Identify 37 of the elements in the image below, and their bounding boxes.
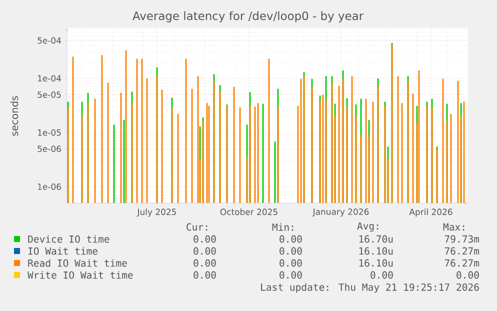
text: 0.00 — [280, 259, 302, 267]
y-tick-label: 5e-06 — [38, 146, 61, 152]
legend-label: Read IO Wait time — [28, 259, 127, 267]
text: 0.00 — [456, 271, 479, 279]
text: 76.27m — [444, 247, 480, 255]
legend-label: Device IO time — [28, 235, 110, 243]
x-tick-label: July 2025 — [136, 208, 176, 217]
text: 0.00 — [194, 235, 216, 243]
text: 0.00 — [194, 259, 216, 267]
y-tick-label: 5e-05 — [38, 91, 61, 98]
chart-title: Average latency for /dev/loop0 - by year — [132, 11, 364, 22]
text: 0.00 — [370, 271, 393, 279]
text: 79.73m — [444, 235, 480, 243]
text: 16.10u — [359, 259, 393, 267]
text: 0.00 — [280, 271, 302, 279]
text: Last update: Thu May 21 19:25:17 2026 — [261, 283, 479, 293]
text: 0.00 — [194, 247, 216, 255]
text: 76.27m — [444, 259, 480, 267]
text: 16.70u — [359, 235, 393, 243]
text: Min: — [272, 223, 294, 231]
text: 0.00 — [280, 247, 302, 255]
y-tick-label: 1e-06 — [38, 184, 61, 190]
x-tick-label: January 2026 — [312, 208, 369, 217]
x-tick-label: October 2025 — [220, 208, 278, 216]
text: 0.00 — [280, 235, 302, 243]
x-tick-label: April 2026 — [409, 208, 452, 217]
y-axis-title: seconds — [10, 96, 18, 136]
text: Avg: — [357, 222, 378, 232]
y-tick-label: 5e-04 — [38, 37, 61, 44]
legend-label: IO Wait time — [28, 247, 98, 255]
legend-label: Write IO Wait time — [28, 271, 133, 279]
y-tick-label: 1e-04 — [38, 75, 61, 82]
text: Max: — [443, 223, 464, 231]
y-tick-label: 1e-05 — [38, 129, 61, 136]
text: 16.10u — [359, 247, 393, 255]
text: 0.00 — [194, 271, 216, 279]
text: Cur: — [186, 223, 208, 231]
